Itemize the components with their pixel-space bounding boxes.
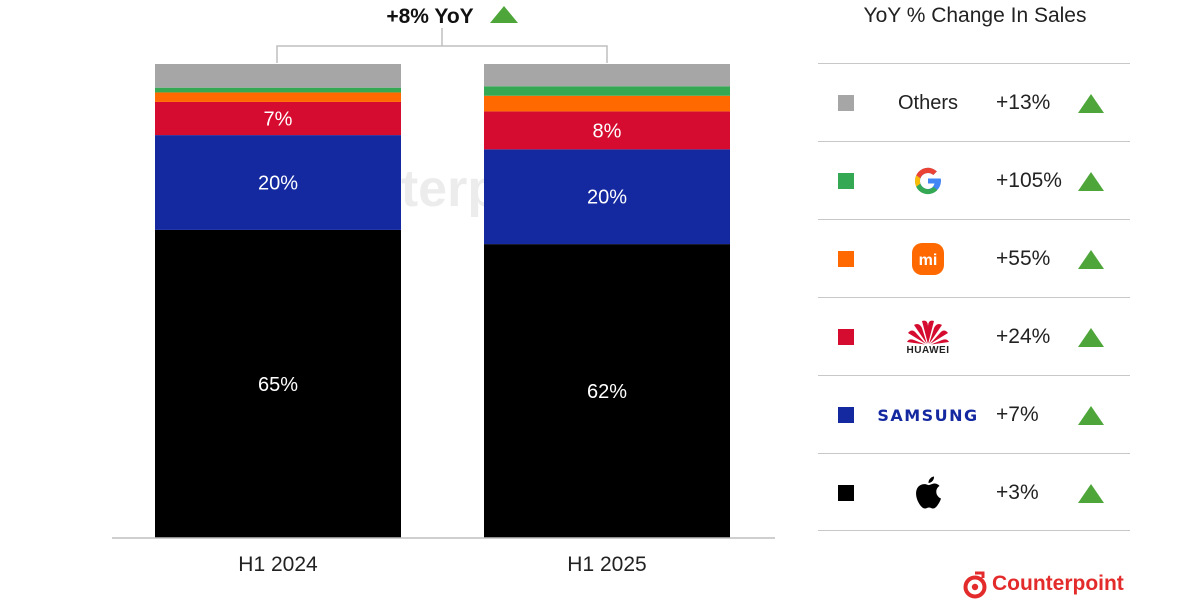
- samsung-logo-text: SAMSUNG: [877, 405, 979, 425]
- change-others: +13%: [996, 91, 1051, 114]
- up-arrow-icon: [1078, 484, 1104, 503]
- legend-row-apple: +3%: [818, 453, 1130, 531]
- yoy-annotation: +8% YoY: [386, 5, 473, 28]
- data-label-samsung-2: 20%: [587, 187, 627, 209]
- bar-segment-others-2: [484, 64, 730, 87]
- others-label: Others: [897, 91, 959, 114]
- change-huawei: +24%: [996, 325, 1051, 348]
- bar-segment-huawei-1: [155, 101, 401, 136]
- legend-row-samsung: SAMSUNG +7%: [818, 375, 1130, 453]
- apple-logo-icon: [878, 454, 978, 532]
- bar-segment-xiaomi-2: [484, 95, 730, 112]
- legend-swatch-google: [838, 173, 854, 189]
- change-apple: +3%: [996, 481, 1039, 504]
- x-tick-label-1: H1 2024: [238, 553, 318, 576]
- yoy-bracket: [276, 45, 608, 63]
- counterpoint-logo-icon: [963, 571, 987, 599]
- legend-row-others: Others +13%: [818, 63, 1130, 141]
- samsung-logo-icon: SAMSUNG: [877, 376, 979, 454]
- legend-swatch-others: [838, 95, 854, 111]
- data-label-huawei-1: 7%: [264, 109, 293, 131]
- legend-row-xiaomi: mi +55%: [818, 219, 1130, 297]
- data-label-huawei-2: 8%: [593, 120, 622, 142]
- stacked-bar-chart: Counterpoint 65%20%7%62%20%8% H1 2024 H1 …: [112, 5, 775, 576]
- counterpoint-logo: Counterpoint: [962, 570, 1142, 602]
- yoy-up-arrow-icon: [490, 6, 518, 23]
- x-tick-labels: H1 2024 H1 2025: [238, 553, 646, 576]
- bar-segment-apple-2: [484, 244, 730, 538]
- up-arrow-icon: [1078, 328, 1104, 347]
- legend-header: YoY % Change In Sales: [863, 4, 1087, 27]
- bar-segment-google-1: [155, 87, 401, 93]
- huawei-logo-icon: HUAWEI: [878, 298, 978, 376]
- x-tick-label-2: H1 2025: [567, 553, 646, 576]
- huawei-logo-text: HUAWEI: [906, 344, 950, 356]
- google-logo-icon: [878, 142, 978, 220]
- bar-segment-huawei-2: [484, 111, 730, 150]
- xiaomi-logo-text: mi: [919, 252, 938, 269]
- bar-segment-google-2: [484, 86, 730, 96]
- up-arrow-icon: [1078, 94, 1104, 113]
- bar-segment-xiaomi-1: [155, 92, 401, 102]
- legend-table: Others +13% +105% mi +55%: [818, 63, 1130, 531]
- legend-swatch-samsung: [838, 407, 854, 423]
- change-google: +105%: [996, 169, 1062, 192]
- up-arrow-icon: [1078, 172, 1104, 191]
- up-arrow-icon: [1078, 406, 1104, 425]
- brand-label-others: Others: [878, 64, 978, 142]
- bar-segment-others-1: [155, 64, 401, 88]
- bars-group: 65% 20% 7% 62% 20% 8%: [155, 64, 730, 538]
- legend-swatch-xiaomi: [838, 251, 854, 267]
- legend-row-huawei: HUAWEI +24%: [818, 297, 1130, 375]
- counterpoint-logo-text: Counterpoint: [992, 572, 1124, 595]
- bar-segment-samsung-1: [155, 135, 401, 230]
- change-samsung: +7%: [996, 403, 1039, 426]
- legend-row-google: +105%: [818, 141, 1130, 219]
- change-xiaomi: +55%: [996, 247, 1051, 270]
- data-label-apple-2: 62%: [587, 381, 627, 403]
- legend-swatch-huawei: [838, 329, 854, 345]
- legend-swatch-apple: [838, 485, 854, 501]
- data-label-samsung-1: 20%: [258, 173, 298, 195]
- data-label-apple-1: 65%: [258, 374, 298, 396]
- bar-segment-apple-1: [155, 229, 401, 538]
- xiaomi-logo-icon: mi: [878, 220, 978, 298]
- bar-segment-samsung-2: [484, 149, 730, 245]
- up-arrow-icon: [1078, 250, 1104, 269]
